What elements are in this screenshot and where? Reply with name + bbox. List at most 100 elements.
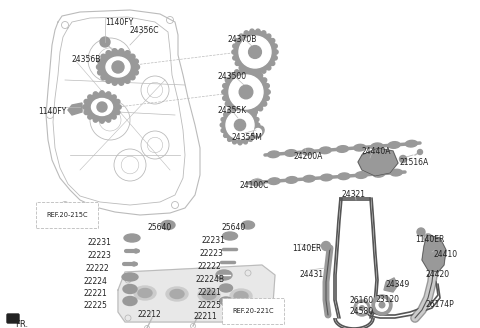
Circle shape — [271, 61, 275, 66]
Circle shape — [255, 129, 259, 133]
Text: 24321: 24321 — [342, 190, 366, 199]
Text: 24440A: 24440A — [362, 147, 392, 156]
Circle shape — [112, 115, 116, 119]
Circle shape — [229, 106, 234, 111]
Circle shape — [244, 69, 248, 73]
Circle shape — [234, 119, 246, 131]
Ellipse shape — [122, 273, 138, 281]
Circle shape — [253, 113, 256, 116]
Text: 22223: 22223 — [88, 251, 112, 260]
Circle shape — [112, 80, 117, 85]
Ellipse shape — [170, 290, 184, 298]
Text: 22224B: 22224B — [196, 275, 225, 284]
Circle shape — [357, 303, 367, 313]
Circle shape — [100, 37, 110, 47]
Circle shape — [372, 295, 392, 315]
Text: 24420: 24420 — [425, 270, 449, 279]
Circle shape — [134, 65, 140, 70]
Ellipse shape — [85, 93, 119, 121]
Circle shape — [112, 49, 117, 54]
Circle shape — [132, 262, 136, 266]
Ellipse shape — [373, 171, 385, 177]
Circle shape — [233, 56, 237, 60]
Circle shape — [234, 31, 276, 73]
Text: FR.: FR. — [15, 320, 28, 328]
Text: 25640: 25640 — [222, 223, 246, 232]
Circle shape — [262, 31, 266, 35]
Text: 22212: 22212 — [138, 310, 162, 319]
Polygon shape — [358, 148, 398, 176]
Circle shape — [100, 91, 104, 95]
Ellipse shape — [123, 297, 137, 305]
Text: 24431: 24431 — [300, 270, 324, 279]
Circle shape — [249, 109, 252, 112]
Text: 22221: 22221 — [83, 289, 107, 298]
Circle shape — [133, 59, 138, 64]
Ellipse shape — [234, 292, 248, 300]
Circle shape — [250, 29, 254, 33]
Text: 24349: 24349 — [385, 280, 409, 289]
Ellipse shape — [106, 57, 130, 77]
Circle shape — [224, 70, 268, 114]
Text: 243500: 243500 — [218, 72, 247, 81]
Ellipse shape — [302, 148, 314, 155]
Ellipse shape — [371, 143, 383, 150]
Circle shape — [235, 39, 240, 43]
Circle shape — [223, 84, 227, 88]
Circle shape — [254, 129, 262, 135]
Ellipse shape — [388, 142, 400, 148]
Circle shape — [225, 102, 230, 106]
Circle shape — [226, 111, 254, 139]
Ellipse shape — [124, 234, 140, 242]
Circle shape — [266, 90, 270, 94]
Circle shape — [244, 106, 247, 110]
Circle shape — [253, 110, 257, 114]
Circle shape — [265, 96, 269, 100]
Circle shape — [119, 49, 124, 54]
Ellipse shape — [336, 146, 348, 152]
Circle shape — [239, 36, 271, 68]
Circle shape — [116, 110, 120, 114]
Text: 24100C: 24100C — [240, 181, 269, 190]
Circle shape — [249, 138, 252, 141]
Circle shape — [101, 75, 106, 80]
Text: 22225: 22225 — [198, 301, 222, 310]
Circle shape — [238, 141, 242, 145]
FancyBboxPatch shape — [7, 314, 19, 323]
Ellipse shape — [268, 178, 280, 184]
Text: 1140ER: 1140ER — [292, 244, 322, 253]
Text: 22222: 22222 — [198, 262, 222, 271]
Ellipse shape — [138, 289, 152, 297]
Circle shape — [117, 105, 121, 109]
Text: 24370B: 24370B — [228, 35, 257, 44]
Circle shape — [271, 39, 275, 43]
Circle shape — [399, 155, 407, 162]
Text: 22231: 22231 — [88, 238, 112, 247]
Circle shape — [258, 73, 263, 78]
Text: 22231: 22231 — [202, 236, 226, 245]
Circle shape — [376, 299, 388, 311]
Circle shape — [418, 150, 422, 154]
Ellipse shape — [219, 284, 232, 292]
Text: 24580: 24580 — [350, 307, 374, 316]
Text: 26174P: 26174P — [425, 300, 454, 309]
Circle shape — [253, 134, 256, 137]
Circle shape — [229, 73, 234, 78]
Circle shape — [83, 105, 87, 109]
Text: 24356C: 24356C — [130, 26, 159, 35]
Circle shape — [228, 109, 231, 112]
Circle shape — [240, 68, 245, 72]
Circle shape — [250, 71, 254, 75]
Circle shape — [235, 61, 240, 66]
Circle shape — [262, 102, 267, 106]
Ellipse shape — [268, 151, 279, 158]
Circle shape — [256, 123, 260, 127]
Circle shape — [133, 70, 138, 75]
Ellipse shape — [338, 173, 350, 180]
Ellipse shape — [252, 126, 264, 138]
Ellipse shape — [223, 232, 238, 240]
Text: 22224: 22224 — [83, 277, 107, 286]
Ellipse shape — [198, 288, 220, 302]
Circle shape — [119, 80, 124, 85]
Text: 24356B: 24356B — [72, 55, 101, 64]
